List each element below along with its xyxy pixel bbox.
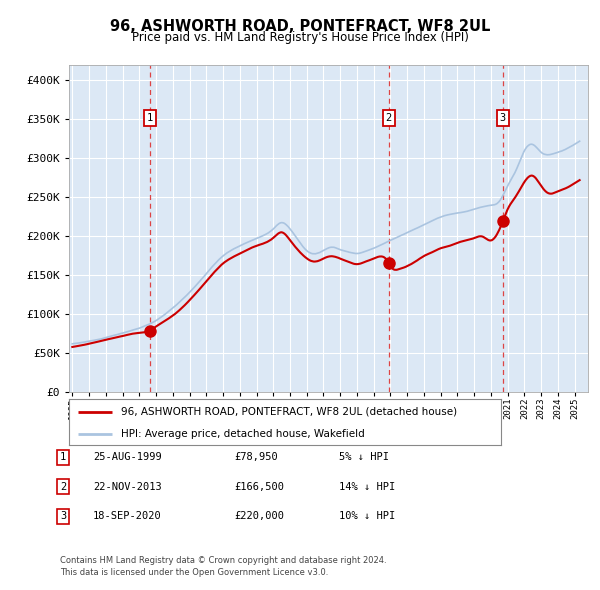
Text: HPI: Average price, detached house, Wakefield: HPI: Average price, detached house, Wake… — [121, 429, 365, 439]
Text: 22-NOV-2013: 22-NOV-2013 — [93, 482, 162, 491]
Text: 96, ASHWORTH ROAD, PONTEFRACT, WF8 2UL (detached house): 96, ASHWORTH ROAD, PONTEFRACT, WF8 2UL (… — [121, 407, 457, 417]
Text: £78,950: £78,950 — [234, 453, 278, 462]
Text: 3: 3 — [60, 512, 66, 521]
Text: 1: 1 — [60, 453, 66, 462]
Text: 14% ↓ HPI: 14% ↓ HPI — [339, 482, 395, 491]
Text: Price paid vs. HM Land Registry's House Price Index (HPI): Price paid vs. HM Land Registry's House … — [131, 31, 469, 44]
Text: 2: 2 — [385, 113, 392, 123]
Text: 5% ↓ HPI: 5% ↓ HPI — [339, 453, 389, 462]
Text: This data is licensed under the Open Government Licence v3.0.: This data is licensed under the Open Gov… — [60, 568, 328, 577]
Text: £220,000: £220,000 — [234, 512, 284, 521]
Text: 3: 3 — [500, 113, 506, 123]
Text: 1: 1 — [147, 113, 154, 123]
Text: 10% ↓ HPI: 10% ↓ HPI — [339, 512, 395, 521]
Text: 96, ASHWORTH ROAD, PONTEFRACT, WF8 2UL: 96, ASHWORTH ROAD, PONTEFRACT, WF8 2UL — [110, 19, 490, 34]
Text: £166,500: £166,500 — [234, 482, 284, 491]
Text: 25-AUG-1999: 25-AUG-1999 — [93, 453, 162, 462]
Text: 18-SEP-2020: 18-SEP-2020 — [93, 512, 162, 521]
Text: Contains HM Land Registry data © Crown copyright and database right 2024.: Contains HM Land Registry data © Crown c… — [60, 556, 386, 565]
Text: 2: 2 — [60, 482, 66, 491]
